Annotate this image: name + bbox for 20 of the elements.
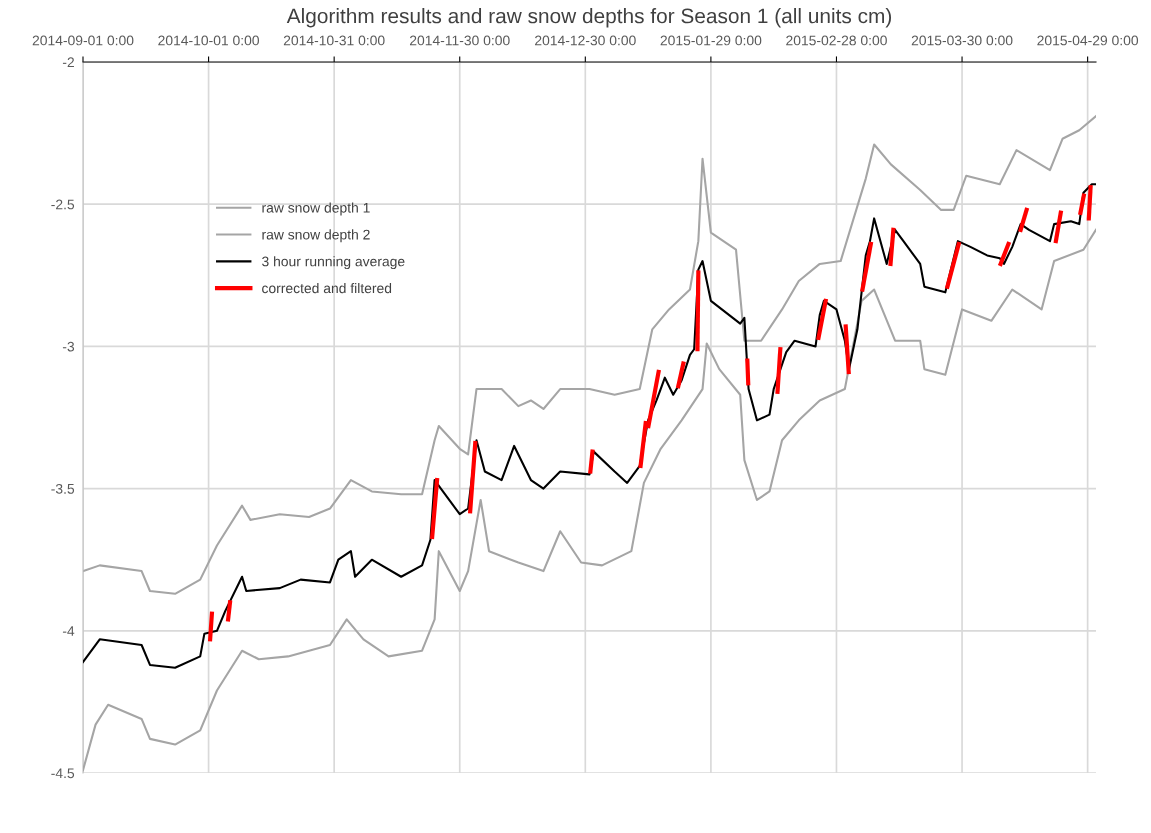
y-tick-label: -3.5 [51,483,75,494]
x-tick-label: 2015-02-28 0:00 [786,35,887,46]
legend-label: 3 hour running average [262,256,405,270]
legend-label: corrected and filtered [262,282,392,294]
x-tick-label: 2015-04-29 0:00 [1037,35,1139,46]
y-tick-label: -2.5 [51,199,75,210]
x-tick-label: 2015-03-30 0:00 [911,35,1013,46]
x-tick-label: 2015-01-29 0:00 [660,35,762,46]
legend-label: raw snow depth 1 [262,202,370,216]
x-tick-label: 2014-12-30 0:00 [535,35,636,46]
y-tick-label: -4.5 [51,768,75,779]
legend-label: raw snow depth 2 [262,229,370,243]
x-tick-label: 2014-09-01 0:00 [32,35,134,46]
x-tick-label: 2014-10-01 0:00 [158,35,260,46]
y-tick-label: -2 [62,57,74,68]
chart-title: Algorithm results and raw snow depths for Season 1 (all units cm) [286,8,892,28]
y-tick-label: -4 [62,626,75,636]
x-tick-label: 2014-10-31 0:00 [283,35,385,46]
y-tick-label: -3 [62,341,75,352]
x-tick-label: 2014-11-30 0:00 [409,35,510,46]
